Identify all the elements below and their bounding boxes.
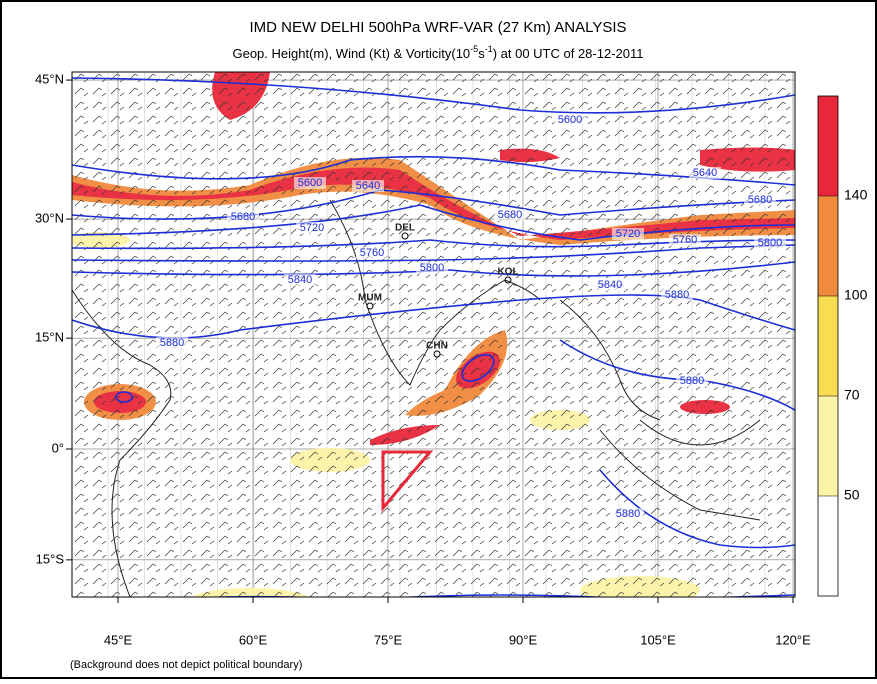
title: IMD NEW DELHI 500hPa WRF-VAR (27 Km) ANA… bbox=[249, 19, 626, 36]
contour-label-bg bbox=[156, 337, 188, 349]
lon-label: 60°E bbox=[239, 632, 268, 647]
contour-label-bg bbox=[661, 289, 693, 301]
contour-label: 5680 bbox=[748, 194, 772, 206]
map-area: 5600 5600 5640 5640 5680 5680 5680 5720 5720 5760… bbox=[72, 72, 795, 597]
contours bbox=[72, 77, 795, 597]
map-border bbox=[71, 71, 796, 598]
contour-label-bg bbox=[416, 262, 448, 274]
contour-label-bg bbox=[494, 209, 526, 221]
contour-label: 5600 bbox=[298, 177, 322, 189]
lat-label: 15°N bbox=[35, 330, 64, 345]
contour-label: 5840 bbox=[288, 274, 312, 286]
contour-label: 5880 bbox=[665, 289, 689, 301]
contour-label: 5840 bbox=[598, 279, 622, 291]
station-marker bbox=[401, 232, 409, 240]
subtitle-sup: -1 bbox=[485, 44, 493, 54]
axes: 45°N 30°N 15°N 0° 15°S 45°E 60°E 75°E 90°E 105°E 1… bbox=[35, 71, 811, 647]
subtitle-part: ) at 00 UTC of 28-12-2011 bbox=[493, 46, 644, 61]
contour-label: 5800 bbox=[758, 237, 782, 249]
annotation-triangle bbox=[381, 450, 434, 513]
contour-label: 5760 bbox=[360, 247, 384, 259]
colorbar-segment bbox=[818, 196, 838, 296]
contour-label: 5880 bbox=[160, 337, 184, 349]
contour-label-bg bbox=[676, 375, 708, 387]
lon-label: 75°E bbox=[374, 632, 403, 647]
contour-label-bg bbox=[356, 247, 388, 259]
lon-label: 90°E bbox=[509, 632, 538, 647]
contour-label-bg bbox=[612, 508, 644, 520]
contour-label: 5680 bbox=[498, 209, 522, 221]
contour-label-bg bbox=[689, 167, 721, 179]
subtitle-sup: -5 bbox=[470, 44, 478, 54]
contour-label: 5600 bbox=[558, 114, 582, 126]
lon-label: 105°E bbox=[640, 632, 676, 647]
contour-label: 5640 bbox=[693, 167, 717, 179]
subtitle: Geop. Height(m), Wind (Kt) & Vorticity(1… bbox=[232, 44, 643, 61]
contour-label: 5800 bbox=[420, 262, 444, 274]
contour-label: 5680 bbox=[231, 211, 255, 223]
contour-label: 5880 bbox=[680, 375, 704, 387]
colorbar-segment bbox=[818, 296, 838, 396]
contour-label-bg bbox=[612, 228, 644, 240]
contour-label-bg bbox=[669, 234, 701, 246]
contour-label: 5720 bbox=[300, 222, 324, 234]
lat-label: 0° bbox=[52, 440, 64, 455]
contour-label: 5720 bbox=[616, 228, 640, 240]
contour-label-bg bbox=[227, 211, 259, 223]
colorbar-segment bbox=[818, 496, 838, 596]
lat-label: 45°N bbox=[35, 71, 64, 86]
contour-label-bg bbox=[554, 114, 586, 126]
station-label: KOL bbox=[497, 267, 518, 278]
colorbar: 50 70 100 140 bbox=[817, 95, 868, 597]
subtitle-part: s bbox=[478, 46, 485, 61]
footnote: (Background does not depict political bo… bbox=[70, 659, 302, 671]
lat-label: 30°N bbox=[35, 210, 64, 225]
contour-label-bg bbox=[296, 222, 328, 234]
contour-label: 5640 bbox=[356, 180, 380, 192]
colorbar-label: 70 bbox=[844, 387, 860, 403]
contour-labels: 5600 5600 5640 5640 5680 5680 5680 5720 5720 5760… bbox=[156, 114, 786, 520]
colorbar-segment bbox=[818, 396, 838, 496]
contour-label-bg bbox=[744, 194, 776, 206]
station-label: MUM bbox=[358, 293, 382, 304]
contour-label: 5880 bbox=[616, 508, 640, 520]
contour-label: 5760 bbox=[673, 234, 697, 246]
lat-label: 15°S bbox=[36, 551, 65, 566]
station-label: CHN bbox=[426, 341, 448, 352]
colorbar-segment bbox=[818, 96, 838, 196]
lon-label: 45°E bbox=[104, 632, 133, 647]
lon-label: 120°E bbox=[775, 632, 811, 647]
colorbar-label: 50 bbox=[844, 487, 860, 503]
colorbar-label: 100 bbox=[844, 287, 868, 303]
contour-label-bg bbox=[352, 180, 384, 192]
contour-label-bg bbox=[754, 237, 786, 249]
contour-label-bg bbox=[594, 279, 626, 291]
station-marker bbox=[433, 350, 441, 358]
colorbar-border bbox=[817, 95, 839, 597]
contour-label-bg bbox=[284, 274, 316, 286]
station-marker bbox=[504, 276, 512, 284]
station-label: DEL bbox=[395, 223, 415, 234]
contour-label-bg bbox=[294, 177, 326, 189]
colorbar-label: 140 bbox=[844, 187, 868, 203]
subtitle-part: Geop. Height(m), Wind (Kt) & Vorticity(1… bbox=[232, 46, 470, 61]
station-marker bbox=[366, 302, 374, 310]
